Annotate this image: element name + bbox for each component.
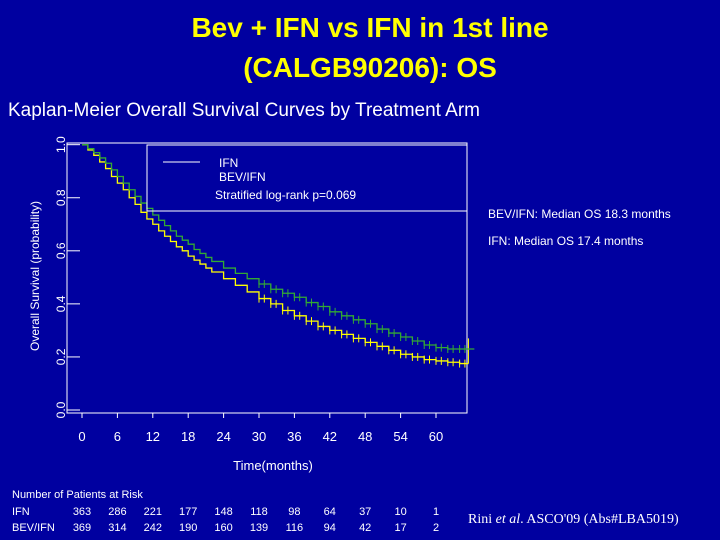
citation-et-al: et al bbox=[495, 512, 521, 527]
x-tick-label: 0 bbox=[78, 429, 85, 444]
risk-cell: 314 bbox=[108, 522, 127, 534]
x-tick-label: 6 bbox=[114, 429, 121, 444]
citation: Rini et al. ASCO'09 (Abs#LBA5019) bbox=[468, 512, 679, 528]
slide-title-line1: Bev + IFN vs IFN in 1st line bbox=[191, 12, 549, 43]
x-tick-label: 42 bbox=[323, 429, 337, 444]
risk-table-title: Number of Patients at Risk bbox=[12, 489, 143, 501]
risk-cell: 37 bbox=[359, 506, 372, 518]
x-axis-label: Time(months) bbox=[233, 458, 313, 473]
risk-cell: 2 bbox=[432, 522, 440, 534]
risk-cell: 177 bbox=[179, 506, 198, 518]
km-curve-bev-ifn bbox=[82, 144, 475, 350]
x-tick-label: 36 bbox=[287, 429, 301, 444]
risk-cell: 160 bbox=[214, 522, 233, 534]
risk-cell: 190 bbox=[179, 522, 198, 534]
median-os-ifn: IFN: Median OS 17.4 months bbox=[488, 234, 644, 248]
slide-title-line2: (CALGB90206): OS bbox=[243, 52, 497, 83]
chart-subtitle: Kaplan-Meier Overall Survival Curves by … bbox=[8, 100, 480, 121]
risk-cell: 116 bbox=[285, 522, 304, 534]
risk-cell: 94 bbox=[323, 522, 336, 534]
y-tick-label: 0.4 bbox=[54, 295, 68, 312]
risk-cell: 42 bbox=[359, 522, 372, 534]
x-tick-label: 12 bbox=[146, 429, 160, 444]
x-tick-label: 48 bbox=[358, 429, 372, 444]
risk-cell: 64 bbox=[323, 506, 336, 518]
risk-cell: 17 bbox=[394, 522, 407, 534]
y-axis-label: Overall Survival (probability) bbox=[28, 201, 42, 351]
legend-entry: BEV/IFN bbox=[219, 170, 266, 184]
risk-cell: 221 bbox=[143, 506, 162, 518]
risk-cell: 369 bbox=[72, 522, 92, 534]
risk-cell: 10 bbox=[394, 506, 407, 518]
citation-suffix: . ASCO'09 (Abs#LBA5019) bbox=[520, 512, 679, 527]
x-tick-label: 24 bbox=[216, 429, 230, 444]
risk-cell: 139 bbox=[249, 522, 269, 534]
x-tick-label: 18 bbox=[181, 429, 195, 444]
plot-frame bbox=[66, 142, 468, 414]
x-tick-label: 30 bbox=[252, 429, 266, 444]
legend-note: Stratified log-rank p=0.069 bbox=[215, 188, 356, 202]
x-tick-label: 60 bbox=[429, 429, 443, 444]
y-tick-label: 0.6 bbox=[54, 242, 68, 259]
legend-entry: IFN bbox=[219, 156, 238, 170]
median-os-bev-ifn: BEV/IFN: Median OS 18.3 months bbox=[488, 207, 671, 221]
legend-box bbox=[146, 144, 468, 212]
risk-cell: 118 bbox=[250, 506, 268, 518]
y-tick-label: 1.0 bbox=[54, 136, 68, 153]
km-curve-ifn bbox=[82, 144, 469, 365]
risk-row-label: BEV/IFN bbox=[12, 522, 55, 534]
x-tick-label: 54 bbox=[393, 429, 407, 444]
risk-cell: 363 bbox=[72, 506, 92, 518]
y-tick-label: 0.8 bbox=[54, 189, 68, 206]
risk-cell: 286 bbox=[108, 506, 127, 518]
risk-row-label: IFN bbox=[12, 506, 30, 518]
risk-cell: 242 bbox=[143, 522, 162, 534]
risk-cell: 148 bbox=[214, 506, 233, 518]
risk-cell: 1 bbox=[432, 506, 440, 518]
citation-prefix: Rini bbox=[468, 512, 496, 527]
risk-cell: 98 bbox=[288, 506, 301, 518]
y-tick-label: 0.2 bbox=[54, 348, 68, 365]
y-tick-label: 0.0 bbox=[54, 401, 68, 418]
